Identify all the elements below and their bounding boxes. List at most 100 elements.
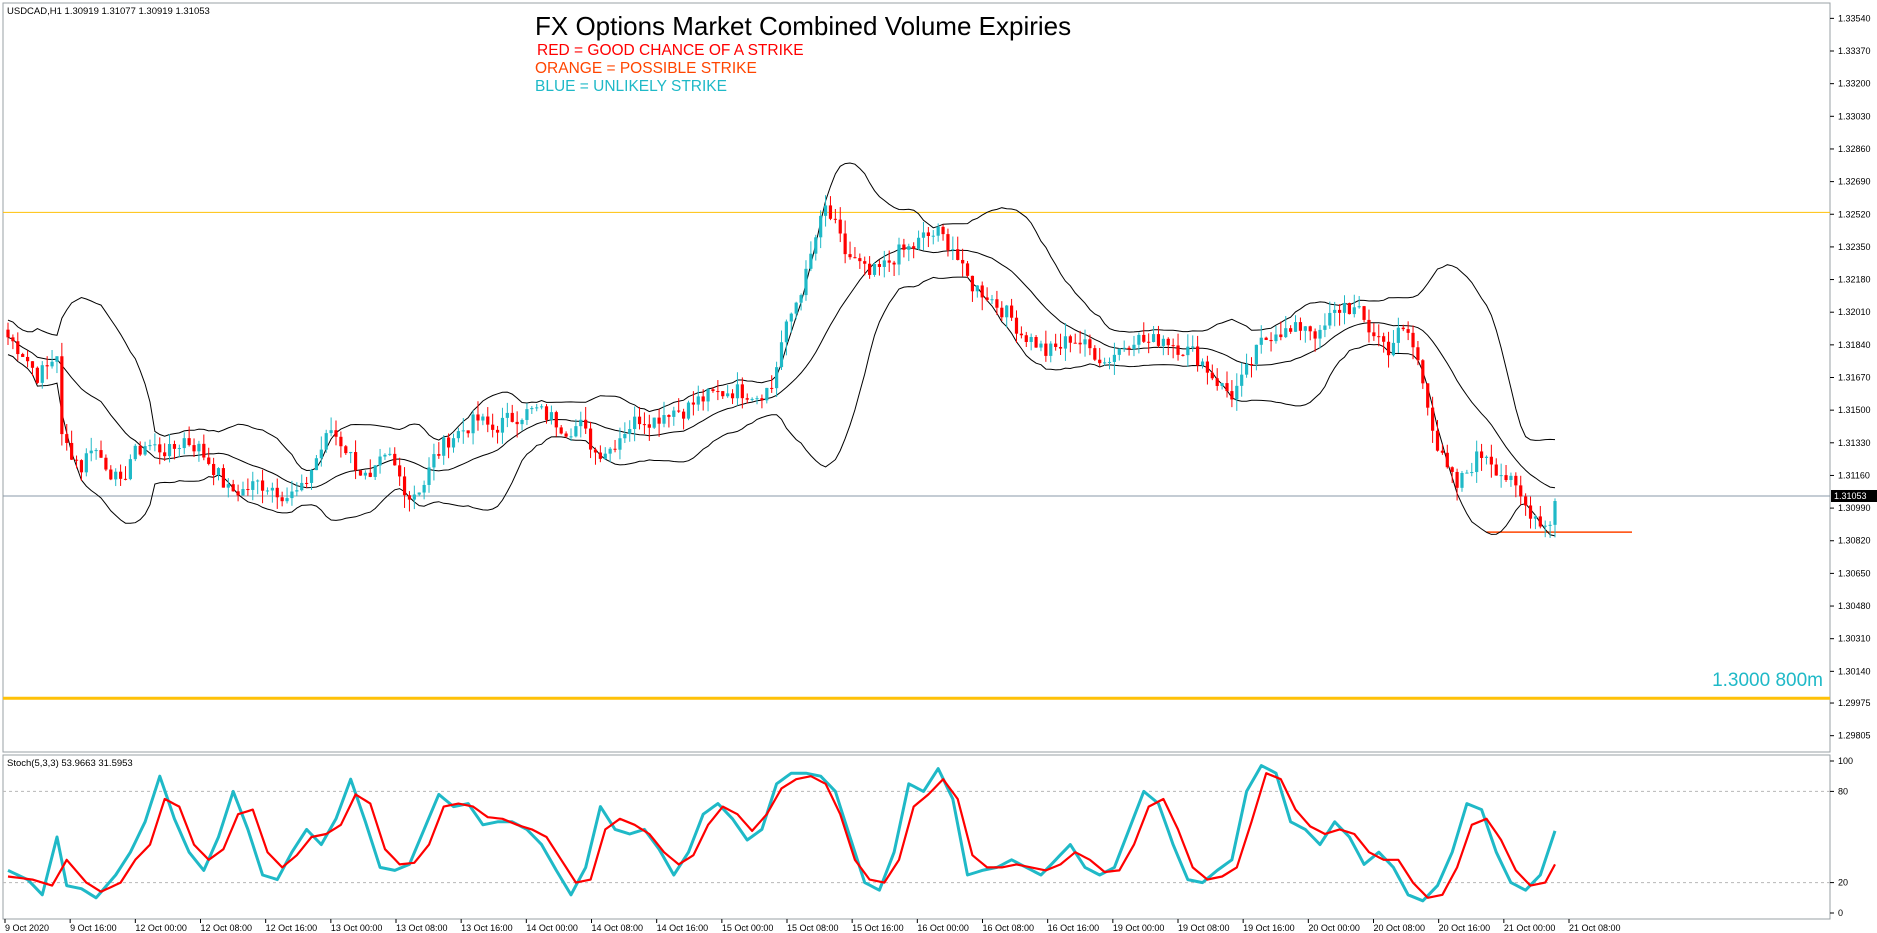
candle-body xyxy=(334,430,338,437)
candle xyxy=(520,418,524,431)
candle xyxy=(1337,304,1342,326)
price-tick-label: 1.29975 xyxy=(1838,698,1871,708)
candle xyxy=(1450,466,1454,483)
candle-body xyxy=(672,410,676,417)
candle-body xyxy=(6,329,10,338)
candle xyxy=(1382,332,1386,353)
candle-body xyxy=(980,285,984,298)
candle-body xyxy=(1479,451,1484,458)
candle xyxy=(1362,305,1366,323)
time-tick-label: 16 Oct 08:00 xyxy=(983,923,1035,933)
candle-body xyxy=(554,412,558,428)
candle-body xyxy=(1034,337,1038,348)
candle xyxy=(794,301,798,320)
candle-body xyxy=(1156,334,1161,346)
candle-body xyxy=(275,487,279,498)
candle xyxy=(642,412,647,435)
candle xyxy=(951,236,955,261)
band-lower xyxy=(7,276,1556,537)
candle-body xyxy=(965,263,970,276)
candle xyxy=(202,434,206,461)
candle xyxy=(1005,304,1009,328)
candle-body xyxy=(574,426,578,437)
time-tick-label: 20 Oct 16:00 xyxy=(1439,923,1491,933)
candle-body xyxy=(1421,360,1425,384)
candle xyxy=(1014,310,1019,343)
candle xyxy=(1181,353,1185,357)
candle-body xyxy=(99,450,103,458)
candle-body xyxy=(1083,339,1087,345)
candle-body xyxy=(1367,319,1371,333)
candle xyxy=(1244,353,1249,378)
candle xyxy=(647,414,651,441)
candle xyxy=(1132,335,1136,357)
candle-body xyxy=(1514,475,1518,486)
candle xyxy=(892,260,896,277)
time-tick-label: 21 Oct 00:00 xyxy=(1504,923,1556,933)
candle-body xyxy=(916,237,921,249)
candle xyxy=(30,361,35,377)
candle-body xyxy=(970,275,975,292)
candle-body xyxy=(1142,334,1146,342)
candle-body xyxy=(491,424,495,430)
candle xyxy=(143,441,147,456)
candle-body xyxy=(212,463,216,476)
band-middle xyxy=(7,247,1556,489)
candle-body xyxy=(1098,359,1102,364)
candle-body xyxy=(368,472,372,477)
candle-body xyxy=(1244,363,1249,375)
candle-body xyxy=(260,480,265,491)
price-axis: 1.33540 1.33370 1.33200 1.33030 1.32860 1.326… xyxy=(1830,13,1871,741)
candle xyxy=(1078,330,1082,354)
candle xyxy=(55,356,59,374)
candle-body xyxy=(79,460,84,473)
candle-body xyxy=(1426,383,1430,408)
candle-body xyxy=(544,406,549,420)
candle xyxy=(544,404,549,424)
candle xyxy=(657,409,661,437)
candle xyxy=(1034,335,1038,348)
candle xyxy=(1137,332,1141,354)
candle-body xyxy=(1112,354,1116,362)
candle xyxy=(1406,321,1410,341)
candle xyxy=(500,407,505,444)
candle xyxy=(109,465,113,481)
candle xyxy=(1176,333,1180,361)
candle-body xyxy=(1342,303,1347,313)
candle xyxy=(402,467,407,508)
candle-body xyxy=(295,490,299,492)
candle-body xyxy=(398,465,402,477)
candle-body xyxy=(716,391,720,393)
candle-body xyxy=(1489,456,1493,465)
candle xyxy=(770,375,774,393)
candle-body xyxy=(1049,343,1053,356)
candle-body xyxy=(1553,501,1557,525)
price-tick-label: 1.33200 xyxy=(1838,79,1871,89)
candle xyxy=(789,312,793,333)
candle-body xyxy=(1186,346,1190,356)
candle xyxy=(6,322,10,345)
price-tick-label: 1.33030 xyxy=(1838,111,1871,121)
candle-body xyxy=(549,412,554,420)
candle xyxy=(686,400,691,421)
candle-body xyxy=(1005,305,1009,318)
candle-body xyxy=(828,205,833,219)
candle-body xyxy=(388,453,392,455)
time-tick-label: 13 Oct 08:00 xyxy=(396,923,448,933)
candle-body xyxy=(256,480,260,482)
candle-body xyxy=(691,402,695,405)
candle-body xyxy=(1499,475,1503,477)
candle xyxy=(623,422,627,444)
candle xyxy=(946,228,950,257)
candle xyxy=(70,430,74,460)
candle-body xyxy=(163,452,167,457)
candle xyxy=(241,481,245,496)
candle xyxy=(1421,359,1425,389)
candle xyxy=(1112,342,1116,375)
candle-body xyxy=(1225,383,1229,392)
candle-body xyxy=(588,428,593,450)
price-tick-label: 1.32010 xyxy=(1838,307,1871,317)
legend-red: RED = GOOD CHANCE OF A STRIKE xyxy=(537,42,804,59)
time-tick-label: 12 Oct 16:00 xyxy=(266,923,318,933)
candle xyxy=(1504,465,1508,482)
